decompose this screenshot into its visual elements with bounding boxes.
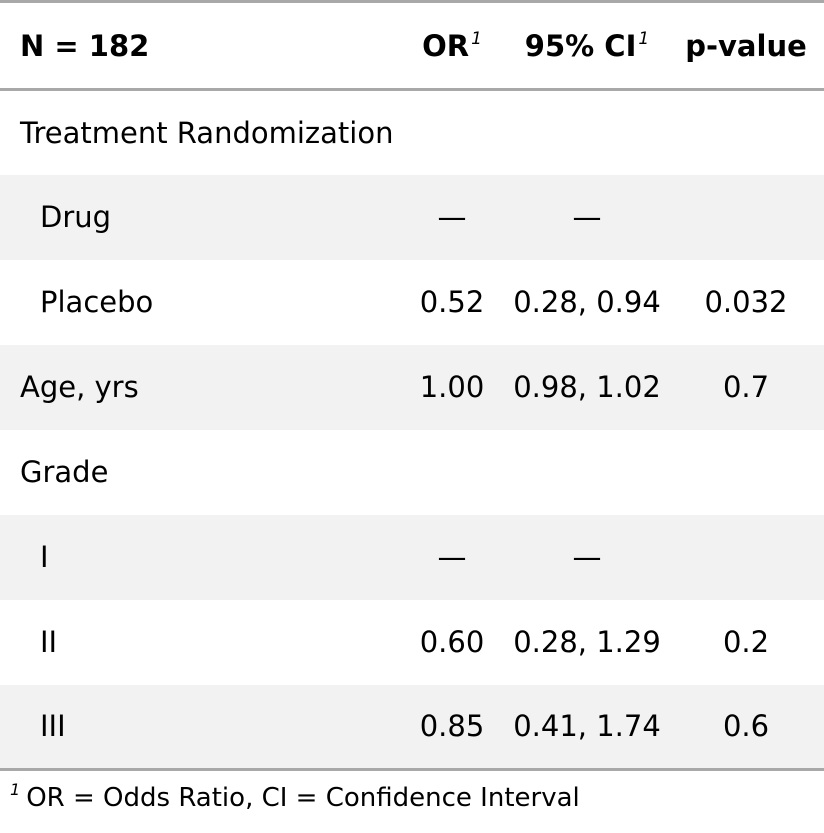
header-or-footnote-marker: 1 [471, 28, 482, 49]
row-or [398, 430, 506, 515]
row-label: Age, yrs [20, 370, 139, 404]
table-row: Grade [0, 430, 824, 515]
header-row: N = 182 OR 1 95% CI 1 p-value [0, 0, 824, 91]
row-or: 1.00 [419, 370, 485, 404]
row-ci [506, 430, 668, 515]
row-p-value: 0.7 [722, 370, 770, 404]
table-row: III 0.85 0.41, 1.74 0.6 [0, 684, 824, 771]
results-table: N = 182 OR 1 95% CI 1 p-value Treatment Ra… [0, 0, 824, 771]
row-or: — [437, 200, 467, 234]
table-row: Placebo 0.52 0.28, 0.94 0.032 [0, 260, 824, 345]
row-label: II [40, 625, 58, 659]
row-p-value: 0.032 [704, 285, 788, 319]
table-row: I — — [0, 514, 824, 600]
row-label: III [0, 684, 398, 771]
table-row: Age, yrs 1.00 0.98, 1.02 0.7 [0, 344, 824, 430]
row-ci [506, 90, 668, 175]
header-ci-text: 95% CI [524, 28, 637, 63]
header-or: OR 1 [398, 0, 506, 91]
table-row: II 0.60 0.28, 1.29 0.2 [0, 600, 824, 685]
row-p-value [668, 90, 824, 175]
footnote-text: OR = Odds Ratio, CI = Confidence Interva… [26, 783, 580, 813]
table-footnote: 1 OR = Odds Ratio, CI = Confidence Interv… [0, 771, 824, 814]
row-label: Grade [20, 455, 109, 489]
row-label: Placebo [40, 285, 154, 319]
row-p-value: 0.6 [668, 684, 824, 771]
row-label: Treatment Randomization [20, 115, 394, 150]
row-p-value: 0.2 [722, 625, 770, 659]
table-body: Treatment Randomization Drug — — Placebo 0.52… [0, 90, 824, 771]
header-ci-footnote-marker: 1 [638, 28, 650, 49]
row-label: Drug [40, 200, 112, 234]
header-p-text: p-value [685, 28, 807, 63]
row-ci: — [572, 540, 602, 574]
header-p: p-value [668, 0, 824, 91]
table-header: N = 182 OR 1 95% CI 1 p-value [0, 0, 824, 91]
header-n: N = 182 [0, 0, 398, 91]
header-or-text: OR [422, 28, 470, 63]
table-row: Drug — — [0, 174, 824, 260]
row-or: 0.52 [419, 285, 485, 319]
row-ci: 0.28, 1.29 [513, 625, 661, 659]
row-label: I [40, 540, 49, 574]
row-ci: — [572, 200, 602, 234]
footnote-marker: 1 [10, 780, 21, 799]
row-or: — [437, 540, 467, 574]
row-p-value [668, 430, 824, 515]
row-or: 0.60 [419, 625, 485, 659]
row-ci: 0.41, 1.74 [506, 684, 668, 771]
regression-table: N = 182 OR 1 95% CI 1 p-value Treatment Ra… [0, 0, 824, 813]
row-ci: 0.28, 0.94 [513, 285, 661, 319]
header-n-text: N = 182 [20, 28, 150, 63]
row-p-value [668, 515, 824, 600]
row-ci: 0.98, 1.02 [513, 370, 661, 404]
header-ci: 95% CI 1 [506, 0, 668, 91]
table-row: Treatment Randomization [0, 90, 824, 175]
row-or [398, 90, 506, 175]
row-p-value [668, 175, 824, 260]
row-or: 0.85 [398, 684, 506, 771]
